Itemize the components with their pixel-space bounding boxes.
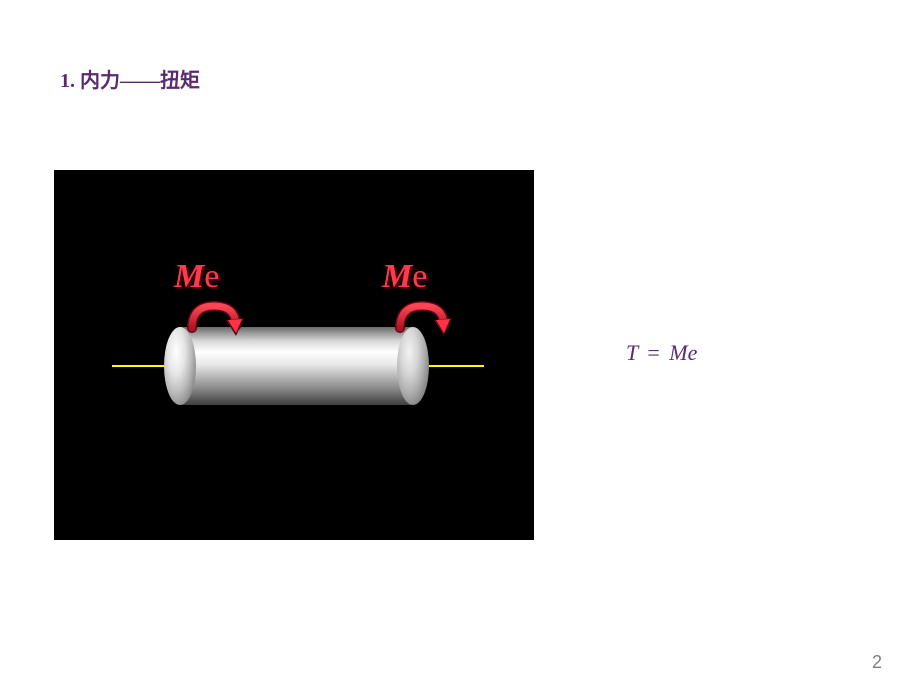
axis-right: [424, 365, 484, 367]
moment-e: e: [204, 258, 219, 295]
page-number: 2: [872, 652, 882, 673]
moment-label-left: Me: [174, 258, 219, 296]
moment-M: M: [382, 258, 412, 295]
moment-e: e: [412, 258, 427, 295]
equation-equals: =: [647, 340, 659, 365]
moment-label-right: Me: [382, 258, 427, 296]
axis-left: [112, 365, 172, 367]
moment-arrow-left: [182, 298, 246, 346]
equation-torque: T = Me: [626, 340, 697, 366]
equation-Me: Me: [669, 340, 697, 365]
moment-arrow-right: [390, 298, 454, 346]
torsion-diagram: Me Me: [54, 170, 534, 540]
equation-T: T: [626, 340, 638, 365]
moment-M: M: [174, 258, 204, 295]
section-title: 1. 内力——扭矩: [60, 64, 200, 93]
